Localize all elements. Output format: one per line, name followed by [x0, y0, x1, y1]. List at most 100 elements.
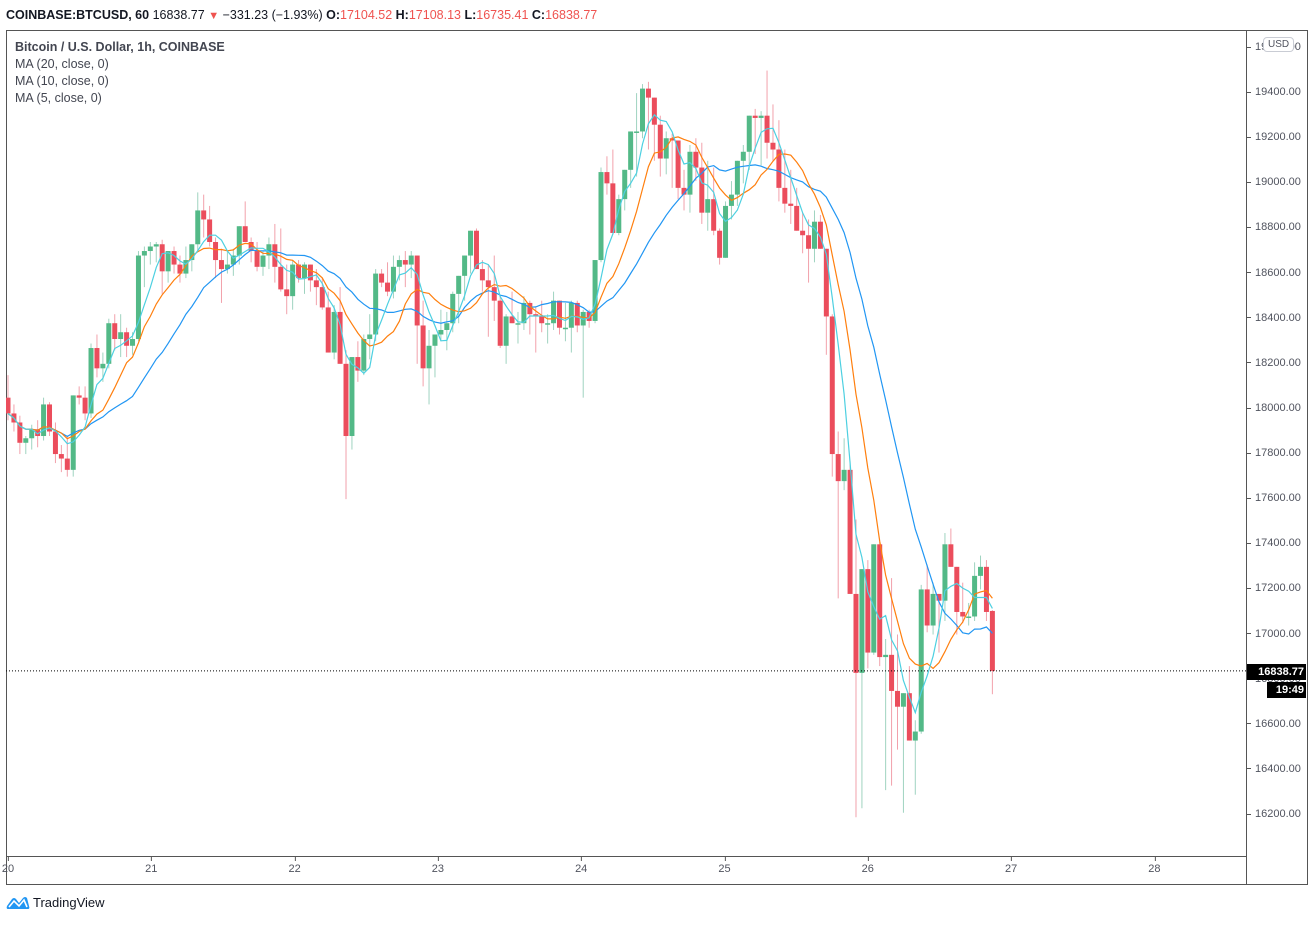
price-tick: 17200.00 [1247, 582, 1301, 594]
candle-body [462, 255, 468, 276]
candle-body [106, 323, 112, 364]
candle-body [361, 339, 367, 371]
candle-body [266, 244, 272, 256]
candle-body [248, 242, 254, 252]
candle-body [823, 248, 829, 317]
candle-body [794, 205, 800, 231]
price-tick: 17600.00 [1247, 492, 1301, 504]
candle-body [628, 131, 634, 170]
candle-body [811, 221, 817, 249]
candle-body [889, 654, 895, 691]
candle-body [373, 273, 379, 335]
candle-body [6, 397, 11, 414]
candle-body [942, 544, 948, 601]
legend-ma5[interactable]: MA (5, close, 0) [15, 91, 102, 105]
time-tick: 20 [1, 857, 15, 875]
candle-body [687, 151, 693, 195]
candle-body [734, 160, 740, 195]
candle-body [883, 654, 889, 658]
price-axis[interactable]: 16200.0016400.0016600.0016800.0017000.00… [1246, 30, 1309, 885]
open-value: 17104.52 [340, 8, 393, 22]
candle-body [177, 264, 183, 274]
legend-title[interactable]: Bitcoin / U.S. Dollar, 1h, COINBASE [15, 40, 225, 54]
candle-body [533, 314, 539, 317]
chart-plot-area[interactable] [6, 30, 1247, 856]
candle-body [782, 187, 788, 204]
candle-body [432, 334, 438, 346]
symbol-header: COINBASE:BTCUSD, 60 16838.77 ▼ −331.23 (… [6, 8, 597, 22]
candle-body [290, 264, 296, 297]
low-label: L: [464, 8, 477, 22]
candle-body [390, 266, 396, 292]
candle-body [592, 260, 598, 321]
tradingview-logo[interactable]: TradingView [6, 895, 105, 910]
candle-body [438, 329, 444, 335]
candle-body [930, 593, 936, 626]
candle-body [272, 244, 278, 267]
candle-body [165, 251, 171, 272]
candle-body [456, 275, 462, 294]
candle-body [598, 172, 604, 261]
candle-body [64, 458, 70, 470]
legend-ma10[interactable]: MA (10, close, 0) [15, 74, 109, 88]
price-tick: 19000.00 [1247, 176, 1301, 188]
legend-ma20[interactable]: MA (20, close, 0) [15, 57, 109, 71]
candle-body [539, 316, 545, 324]
candle-body [450, 293, 456, 324]
candle-body [865, 569, 871, 653]
candle-body [254, 251, 260, 267]
candle-body [936, 593, 942, 601]
candle-body [337, 311, 343, 364]
candle-body [491, 287, 497, 301]
price-tick: 18600.00 [1247, 267, 1301, 279]
candle-body [954, 566, 960, 612]
low-value: 16735.41 [476, 8, 529, 22]
candle-body [230, 255, 236, 265]
candle-body [444, 323, 450, 330]
currency-button[interactable]: USD [1263, 37, 1295, 52]
candle-body [408, 255, 414, 265]
candle-body [960, 611, 966, 617]
candle-body [978, 566, 984, 576]
candle-body [675, 140, 681, 188]
brand-name: TradingView [33, 895, 105, 910]
chart-frame [6, 30, 1308, 885]
time-tick: 21 [145, 857, 158, 875]
candle-body [171, 251, 177, 265]
candle-body [485, 280, 491, 288]
candle-body [800, 230, 806, 236]
candle-body [497, 300, 503, 346]
candle-body [829, 316, 835, 455]
price-tick: 18000.00 [1247, 402, 1301, 414]
candle-body [906, 693, 912, 741]
candle-body [568, 302, 574, 328]
candle-body [218, 260, 224, 270]
candle-body [788, 203, 794, 206]
candle-body [76, 395, 82, 398]
price-tick: 16400.00 [1247, 763, 1301, 775]
candle-body [740, 151, 746, 161]
candle-body [82, 397, 88, 414]
price-tick: 18800.00 [1247, 221, 1301, 233]
candle-body [693, 151, 699, 168]
candle-body [313, 280, 319, 288]
candle-body [574, 302, 580, 326]
price-tick: 16200.00 [1247, 808, 1301, 820]
candle-body [509, 316, 515, 324]
candle-body [835, 454, 841, 482]
candle-body [278, 266, 284, 290]
candle-body [124, 332, 130, 346]
candle-body [948, 544, 954, 567]
time-axis[interactable]: 20 21 22 23 24 25 26 27 28 [2, 856, 1247, 886]
candle-body [717, 230, 723, 258]
price-tick: 16600.00 [1247, 718, 1301, 730]
candle-body [556, 300, 562, 328]
price-change: −331.23 (−1.93%) [222, 8, 323, 22]
candle-body [17, 422, 23, 443]
candle-body [213, 242, 219, 261]
candle-body [479, 269, 485, 281]
candle-body [622, 169, 628, 200]
time-tick: 24 [575, 857, 588, 875]
candle-body [895, 690, 900, 707]
symbol-name[interactable]: COINBASE:BTCUSD, 60 [6, 8, 150, 22]
